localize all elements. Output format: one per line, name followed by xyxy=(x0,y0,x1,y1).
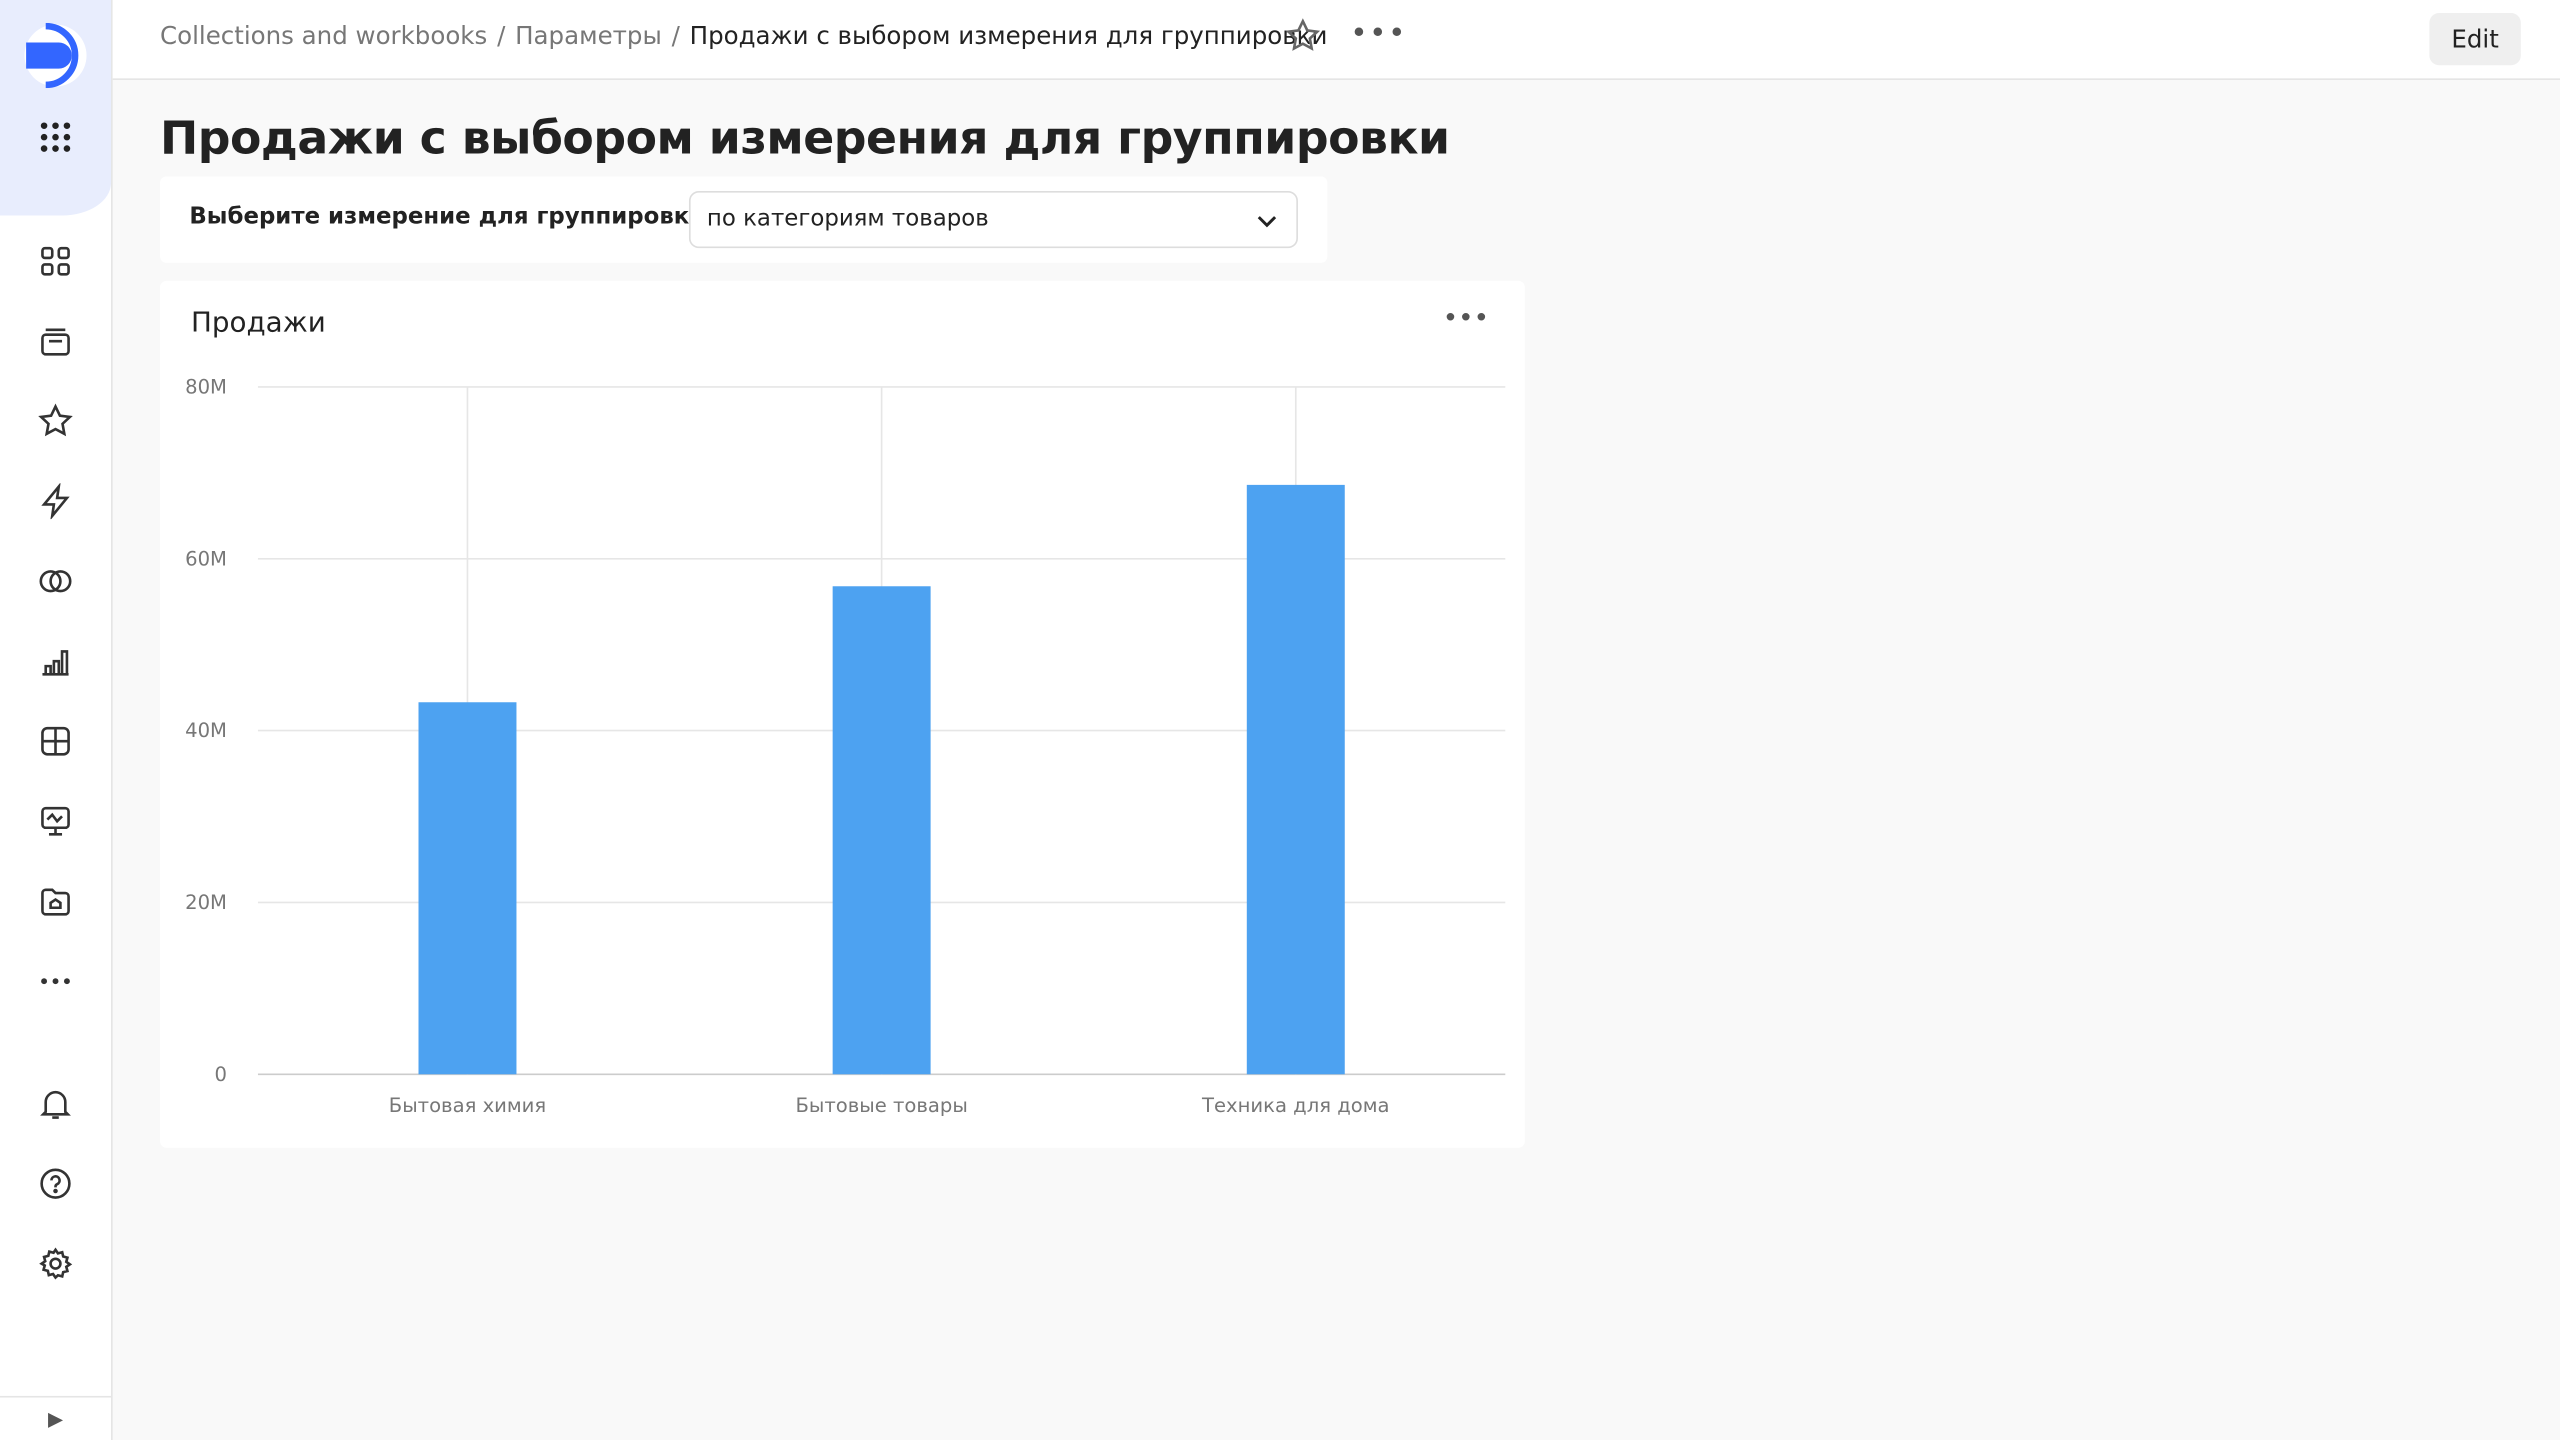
x-tick-label: Бытовая химия xyxy=(389,1094,546,1117)
more-options-icon[interactable]: ••• xyxy=(1350,16,1408,51)
more-icon[interactable] xyxy=(36,962,75,1001)
y-tick-label: 60M xyxy=(185,547,227,570)
lightning-icon[interactable] xyxy=(36,482,75,521)
bell-icon[interactable] xyxy=(36,1084,75,1123)
widget-more-icon[interactable]: ••• xyxy=(1442,302,1489,334)
breadcrumb-parameters[interactable]: Параметры xyxy=(515,21,662,51)
bar xyxy=(1246,484,1345,1075)
breadcrumb-current: Продажи с выбором измерения для группиро… xyxy=(689,21,1328,51)
edit-button[interactable]: Edit xyxy=(2429,13,2521,66)
help-icon[interactable] xyxy=(36,1164,75,1203)
dashboards-icon[interactable] xyxy=(36,242,75,281)
monitoring-icon[interactable] xyxy=(36,802,75,841)
sidebar: ▶ xyxy=(0,0,113,1440)
y-tick-label: 40M xyxy=(185,719,227,742)
breadcrumb-separator: / xyxy=(497,21,506,51)
chart-widget: Продажи ••• 0 20M 40M 60M 80M Бытовая химия Бы… xyxy=(159,280,1525,1148)
bar xyxy=(418,702,517,1075)
bar-chart: 0 20M 40M 60M 80M Бытовая химия Бытовые товары… xyxy=(185,375,1506,1117)
favorites-star-icon[interactable] xyxy=(36,402,75,441)
grouping-select-value: по категориям товаров xyxy=(706,205,989,232)
favorite-star-icon[interactable] xyxy=(1285,18,1321,54)
folder-icon[interactable] xyxy=(36,882,75,921)
logo[interactable] xyxy=(23,22,88,89)
breadcrumb-separator: / xyxy=(671,21,680,51)
y-tick-label: 80M xyxy=(185,375,227,398)
grouping-select[interactable]: по категориям товаров xyxy=(688,191,1298,249)
apps-grid-icon[interactable] xyxy=(36,118,75,157)
x-tick-label: Бытовые товары xyxy=(795,1094,967,1117)
expand-icon[interactable]: ▶ xyxy=(0,1395,112,1440)
widget-title: Продажи xyxy=(191,306,326,340)
collections-icon[interactable] xyxy=(36,322,75,361)
bar xyxy=(832,586,931,1075)
x-tick-label: Техника для дома xyxy=(1201,1094,1390,1117)
page-title: Продажи с выбором измерения для группиро… xyxy=(159,111,1450,165)
y-tick-label: 20M xyxy=(185,891,227,914)
connections-icon[interactable] xyxy=(36,562,75,601)
breadcrumb-collections[interactable]: Collections and workbooks xyxy=(159,21,488,51)
selector-label: Выберите измерение для группировки xyxy=(189,204,706,231)
charts-icon[interactable] xyxy=(36,642,75,681)
datasets-icon[interactable] xyxy=(36,722,75,761)
chevron-down-icon xyxy=(1257,216,1277,228)
breadcrumb: Collections and workbooks / Параметры / Прод… xyxy=(160,21,1327,50)
settings-gear-icon[interactable] xyxy=(36,1244,75,1283)
header: Collections and workbooks / Параметры / Прод… xyxy=(112,0,2560,80)
y-tick-label: 0 xyxy=(214,1063,226,1086)
selector-widget: Выберите измерение для группировки по ка… xyxy=(159,176,1328,263)
